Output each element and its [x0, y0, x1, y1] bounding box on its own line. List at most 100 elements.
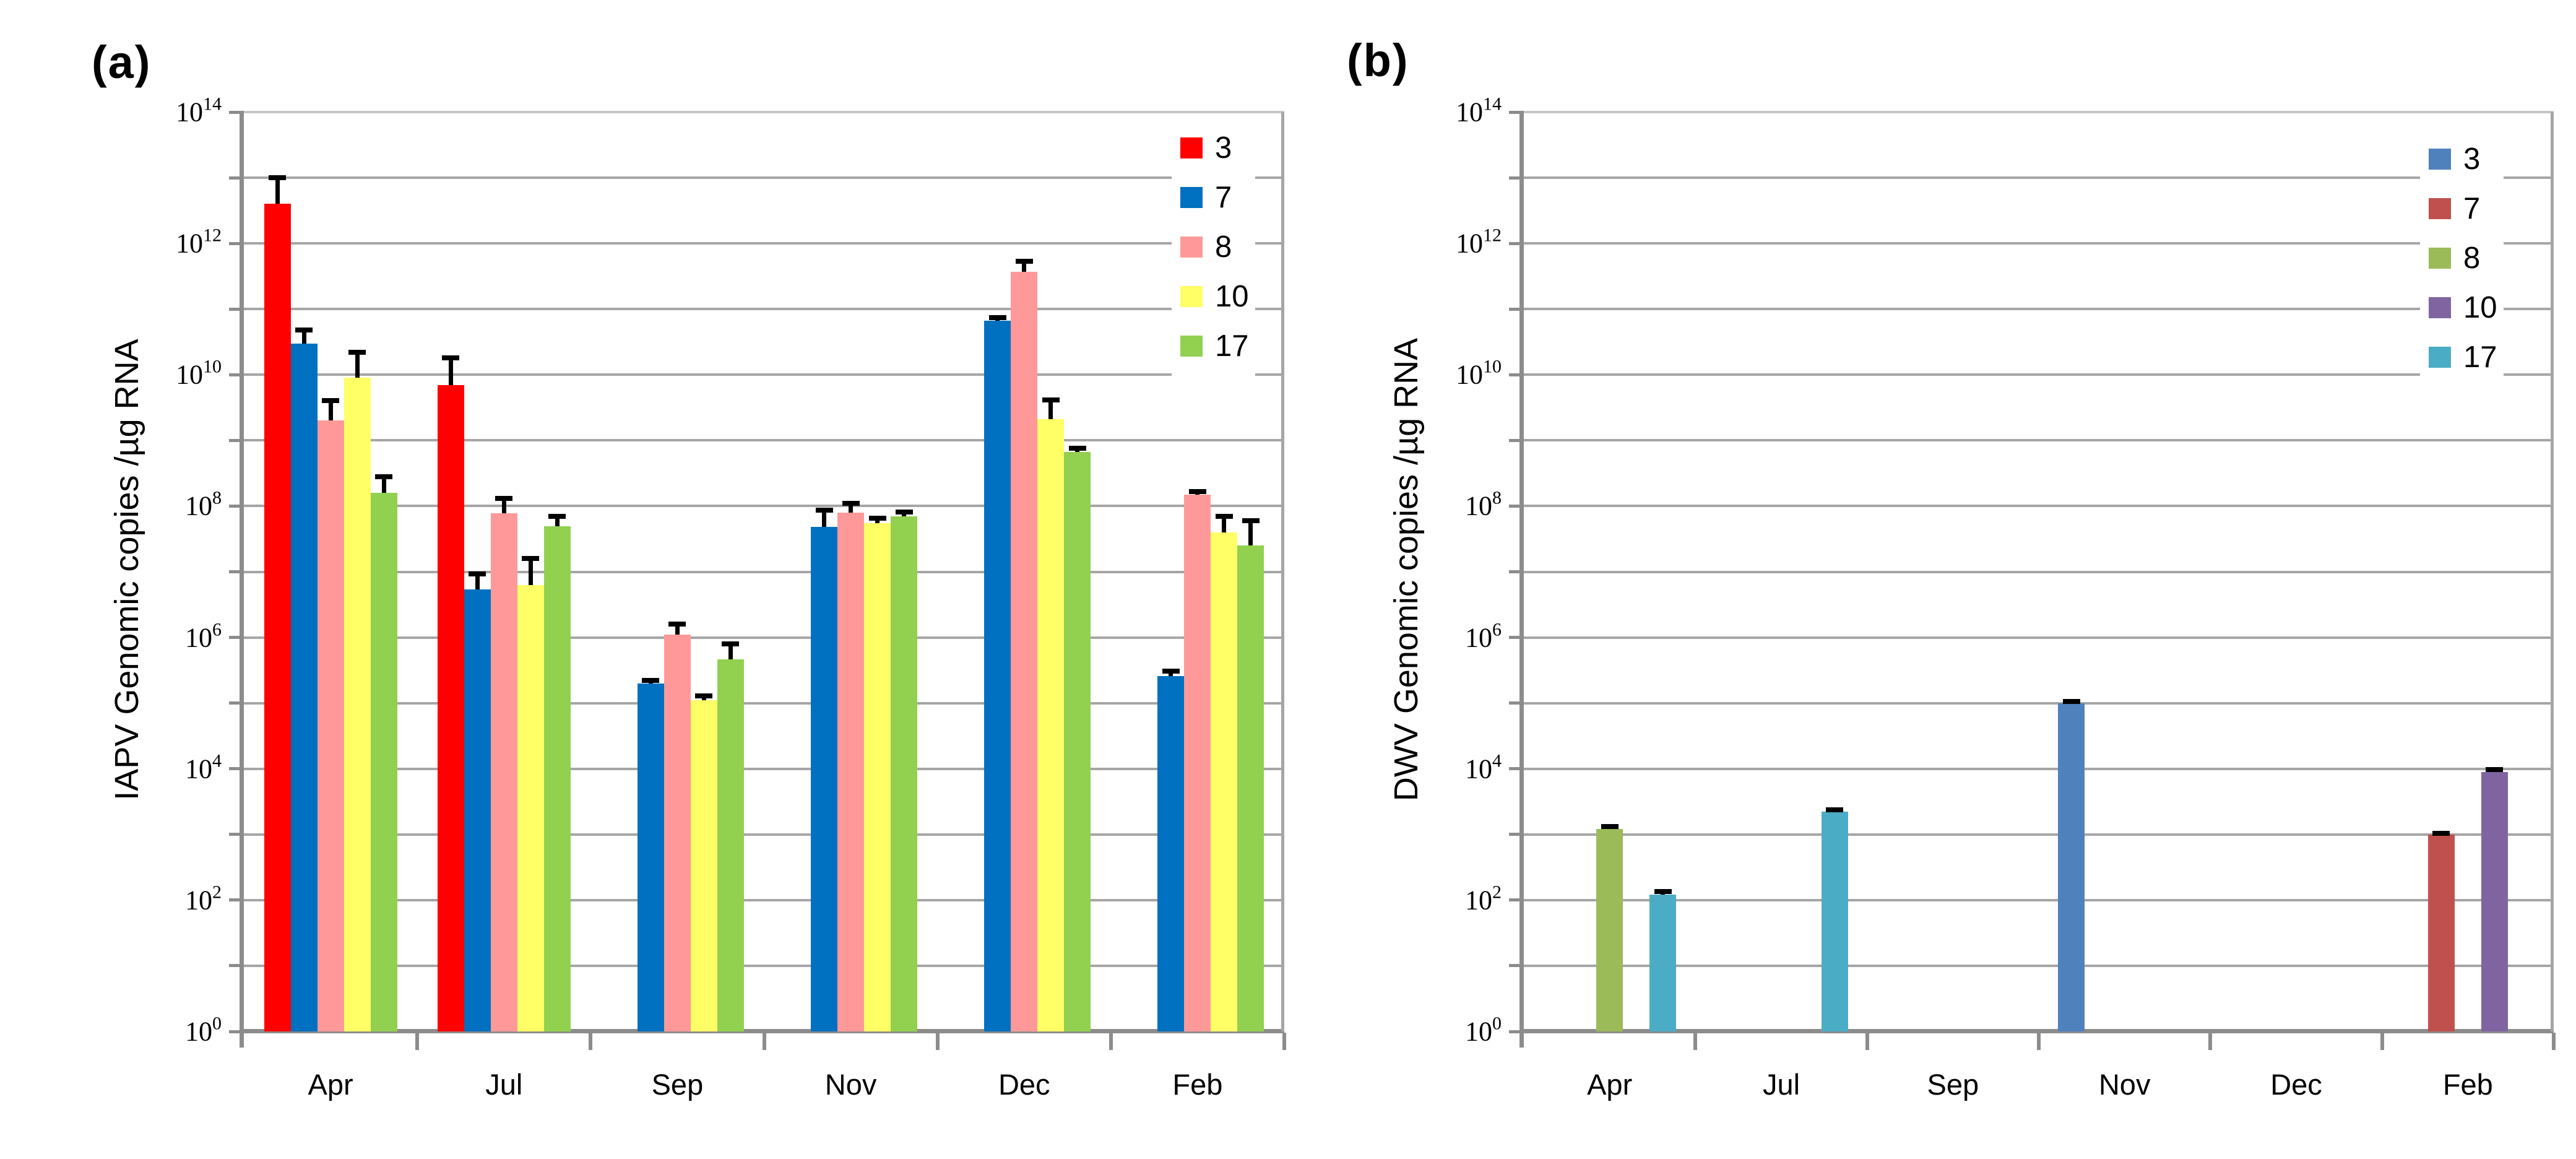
x-axis-line: [1519, 1029, 2554, 1033]
x-tick-label-sep: Sep: [651, 1068, 704, 1101]
y-tick-10e1: [229, 964, 244, 968]
error-bar-feb-colony10: [1222, 516, 1227, 532]
bar-feb-colony17: [1237, 545, 1264, 1031]
bar-apr-colony8: [317, 420, 344, 1031]
y-tick-label-10e12: 1012: [176, 225, 222, 259]
legend-item-7: 7: [2429, 191, 2497, 225]
legend-label: 7: [2463, 191, 2481, 225]
y-tick-label-10e6: 106: [185, 619, 222, 653]
error-cap-jul-colony3: [442, 355, 460, 361]
bar-apr-colony8: [1596, 829, 1623, 1031]
x-tick-label-feb: Feb: [1172, 1068, 1223, 1101]
legend-label: 17: [2463, 340, 2497, 374]
y-tick-label-10e10: 1010: [176, 356, 222, 390]
legend-item-17: 17: [2429, 340, 2497, 374]
legend-label: 3: [1215, 131, 1232, 165]
gridline-10e12: [1524, 242, 2554, 245]
error-bar-sep-colony8: [675, 623, 680, 635]
error-cap-apr-colony8: [1601, 823, 1619, 829]
gridline-10e8: [1524, 505, 2554, 508]
error-cap-sep-colony10: [695, 693, 713, 698]
y-tick-label-10e2: 102: [1465, 882, 1502, 916]
error-bar-jul-colony8: [501, 498, 506, 513]
y-tick-10e5: [229, 701, 244, 705]
legend-swatch-icon: [1180, 137, 1203, 158]
x-axis-tick: [2380, 1033, 2384, 1050]
gridline-10e10: [1524, 373, 2554, 376]
legend-item-17: 17: [1180, 329, 1249, 363]
y-tick-10e9: [229, 438, 244, 442]
gridline-10e2: [244, 898, 1284, 901]
y-tick-label-10e8: 108: [185, 487, 222, 521]
error-bar-feb-colony17: [1248, 520, 1253, 546]
legend-label: 17: [1215, 329, 1249, 363]
gridline-10e11: [1524, 308, 2554, 311]
gridline-10e13: [1524, 176, 2554, 180]
legend-swatch-icon: [2429, 297, 2451, 318]
bar-nov-colony7: [811, 527, 838, 1031]
x-axis-tick: [1865, 1033, 1869, 1050]
x-tick-label-apr: Apr: [1587, 1068, 1633, 1101]
error-cap-nov-colony8: [842, 501, 860, 506]
panel-b-label: (b): [1347, 35, 1409, 86]
gridline-10e6: [1524, 636, 2554, 639]
y-tick-10e9: [1509, 438, 1524, 442]
legend-swatch-icon: [1180, 237, 1203, 258]
y-tick-label-10e6: 106: [1465, 619, 1502, 653]
bar-dec-colony17: [1064, 451, 1091, 1031]
y-tick-label-10e0: 100: [185, 1013, 222, 1047]
error-bar-feb-colony7: [1169, 671, 1173, 676]
y-tick-label-10e10: 1010: [1456, 356, 1502, 390]
plot-right-border: [2551, 112, 2554, 1031]
bar-sep-colony17: [717, 659, 744, 1031]
x-tick-label-dec: Dec: [2270, 1068, 2322, 1101]
y-tick-label-10e14: 1014: [1456, 93, 1502, 128]
bar-dec-colony10: [1037, 419, 1065, 1031]
legend-item-10: 10: [2429, 292, 2497, 323]
y-tick-10e1: [1509, 964, 1524, 968]
bar-apr-colony7: [290, 343, 318, 1031]
legend-swatch-icon: [2429, 347, 2451, 368]
y-tick-label-10e2: 102: [185, 882, 222, 916]
x-axis-tick: [2037, 1033, 2041, 1050]
bar-feb-colony10: [2481, 771, 2508, 1031]
bar-feb-colony7: [1157, 675, 1185, 1031]
legend: 3 7 8 10 17: [2420, 137, 2504, 399]
y-axis-line: [240, 112, 244, 1048]
error-bar-apr-colony8: [328, 401, 333, 421]
error-cap-nov-colony10: [868, 515, 886, 521]
error-cap-sep-colony8: [668, 621, 686, 627]
gridline-10e8: [244, 505, 1284, 508]
bar-nov-colony10: [864, 523, 891, 1031]
legend-swatch-icon: [2429, 149, 2451, 170]
x-axis-tick: [935, 1033, 940, 1050]
y-tick-10e10: [1509, 373, 1524, 376]
error-cap-apr-colony7: [295, 328, 313, 333]
gridline-10e4: [1524, 767, 2554, 770]
bar-feb-colony7: [2427, 834, 2455, 1031]
bar-sep-colony7: [637, 683, 664, 1031]
legend-label: 8: [1215, 230, 1232, 264]
x-axis-tick: [589, 1033, 593, 1050]
error-cap-nov-colony17: [895, 509, 913, 514]
y-tick-10e2: [229, 898, 244, 902]
panel-a-label: (a): [92, 37, 152, 88]
y-tick-10e8: [1509, 504, 1524, 508]
y-tick-label-10e14: 1014: [176, 93, 222, 128]
error-bar-jul-colony3: [448, 358, 453, 385]
gridline-10e5: [1524, 701, 2554, 705]
error-cap-jul-colony7: [469, 571, 486, 576]
y-tick-10e7: [1509, 570, 1524, 573]
error-bar-dec-colony8: [1022, 261, 1027, 272]
error-bar-apr-colony3: [275, 178, 280, 204]
gridline-10e1: [244, 964, 1284, 967]
panel-a-plot-area: 100 102 104 106 108 1010 1012 1014 Apr Jul Sep Nov D…: [176, 95, 1286, 1101]
y-tick-10e4: [1509, 767, 1524, 771]
bar-apr-colony17: [1649, 895, 1677, 1031]
bar-nov-colony8: [837, 512, 865, 1031]
bar-jul-colony7: [464, 589, 491, 1031]
legend-swatch-icon: [1180, 187, 1203, 208]
y-tick-10e4: [229, 767, 244, 771]
legend-swatch-icon: [2429, 198, 2451, 219]
error-cap-sep-colony17: [722, 641, 740, 646]
